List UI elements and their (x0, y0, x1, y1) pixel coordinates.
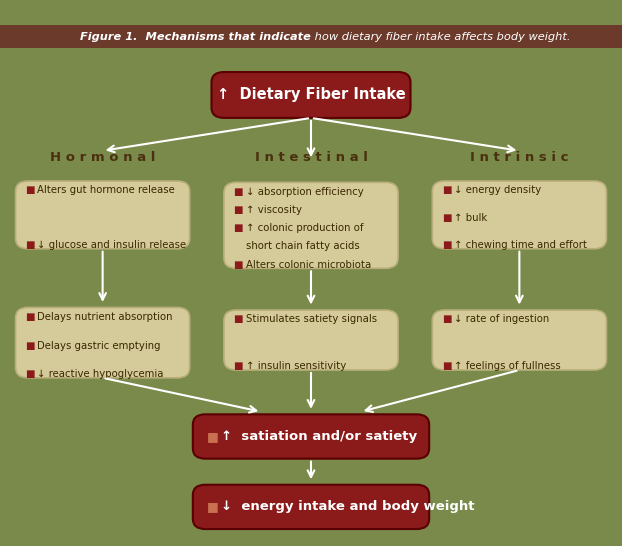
Text: Figure 1.  Mechanisms that indicate: Figure 1. Mechanisms that indicate (80, 32, 311, 41)
Text: ■: ■ (25, 341, 34, 351)
Text: ■: ■ (442, 361, 451, 371)
Text: ■: ■ (25, 312, 34, 322)
Text: ↑ bulk: ↑ bulk (454, 213, 487, 223)
Text: Delays nutrient absorption: Delays nutrient absorption (37, 312, 173, 322)
Text: ↓  energy intake and body weight: ↓ energy intake and body weight (221, 500, 475, 513)
Text: ↓ reactive hypoglycemia: ↓ reactive hypoglycemia (37, 369, 164, 379)
Text: ■: ■ (442, 314, 451, 324)
Text: how dietary fiber intake affects body weight.: how dietary fiber intake affects body we… (311, 32, 570, 41)
Text: H o r m o n a l: H o r m o n a l (50, 151, 156, 164)
FancyBboxPatch shape (224, 182, 398, 268)
Text: short chain fatty acids: short chain fatty acids (246, 241, 360, 252)
FancyBboxPatch shape (211, 72, 411, 118)
Text: ■: ■ (442, 213, 451, 223)
Text: I n t e s t i n a l: I n t e s t i n a l (254, 151, 368, 164)
Text: ■: ■ (233, 205, 243, 215)
Text: ■: ■ (233, 223, 243, 233)
Text: ↑  Dietary Fiber Intake: ↑ Dietary Fiber Intake (216, 87, 406, 103)
FancyBboxPatch shape (224, 310, 398, 370)
Text: ■: ■ (442, 186, 451, 195)
Text: ↑ insulin sensitivity: ↑ insulin sensitivity (246, 361, 346, 371)
Text: Delays gastric emptying: Delays gastric emptying (37, 341, 161, 351)
Text: ■: ■ (233, 314, 243, 324)
Text: Stimulates satiety signals: Stimulates satiety signals (246, 314, 377, 324)
FancyBboxPatch shape (16, 181, 190, 249)
Text: I n t r i n s i c: I n t r i n s i c (470, 151, 569, 164)
Text: ■: ■ (442, 240, 451, 250)
FancyBboxPatch shape (193, 485, 429, 529)
Text: ■: ■ (207, 430, 218, 443)
Text: Alters colonic microbiota: Alters colonic microbiota (246, 260, 371, 270)
Text: ↑ viscosity: ↑ viscosity (246, 205, 302, 215)
Text: ↓ absorption efficiency: ↓ absorption efficiency (246, 187, 363, 197)
FancyBboxPatch shape (0, 25, 622, 48)
Text: ↓ rate of ingestion: ↓ rate of ingestion (454, 314, 549, 324)
Text: Alters gut hormone release: Alters gut hormone release (37, 186, 175, 195)
Text: ■: ■ (25, 240, 34, 250)
Text: ■: ■ (25, 369, 34, 379)
Text: ↑ chewing time and effort: ↑ chewing time and effort (454, 240, 587, 250)
Text: ■: ■ (233, 361, 243, 371)
Text: ■: ■ (25, 186, 34, 195)
Text: ↓ glucose and insulin release: ↓ glucose and insulin release (37, 240, 187, 250)
Text: ↓ energy density: ↓ energy density (454, 186, 541, 195)
Text: ↑  satiation and/or satiety: ↑ satiation and/or satiety (221, 430, 417, 443)
FancyBboxPatch shape (432, 310, 606, 370)
Text: ↑ colonic production of: ↑ colonic production of (246, 223, 363, 233)
Text: ■: ■ (207, 500, 218, 513)
FancyBboxPatch shape (16, 307, 190, 378)
FancyBboxPatch shape (432, 181, 606, 249)
Text: ■: ■ (233, 260, 243, 270)
Text: ↑ feelings of fullness: ↑ feelings of fullness (454, 361, 561, 371)
Text: ■: ■ (233, 187, 243, 197)
FancyBboxPatch shape (193, 414, 429, 459)
